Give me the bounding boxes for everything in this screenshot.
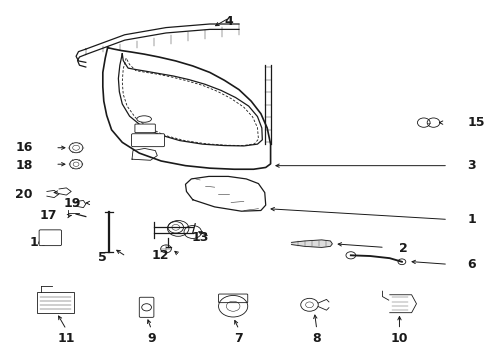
Text: 1: 1 [467, 213, 476, 226]
Text: 15: 15 [467, 116, 485, 129]
FancyBboxPatch shape [135, 124, 155, 133]
Text: 20: 20 [15, 188, 33, 201]
Text: 12: 12 [151, 249, 169, 262]
Text: 6: 6 [467, 258, 476, 271]
Text: 13: 13 [192, 231, 209, 244]
Text: 16: 16 [15, 141, 33, 154]
Text: 7: 7 [235, 332, 244, 345]
FancyBboxPatch shape [37, 292, 74, 313]
FancyBboxPatch shape [131, 134, 165, 147]
Text: 5: 5 [98, 251, 107, 264]
Text: 8: 8 [313, 332, 321, 345]
Text: 3: 3 [467, 159, 476, 172]
Text: 17: 17 [40, 210, 57, 222]
Text: 2: 2 [399, 242, 408, 255]
FancyBboxPatch shape [219, 294, 248, 303]
Text: 10: 10 [391, 332, 408, 345]
Polygon shape [292, 240, 332, 247]
Text: 18: 18 [15, 159, 33, 172]
Text: 11: 11 [58, 332, 75, 345]
Text: 9: 9 [147, 332, 156, 345]
Ellipse shape [137, 116, 151, 122]
FancyBboxPatch shape [139, 297, 154, 318]
FancyBboxPatch shape [39, 230, 61, 246]
Text: 19: 19 [64, 197, 81, 210]
Text: 4: 4 [225, 15, 234, 28]
Text: 14: 14 [30, 236, 48, 249]
